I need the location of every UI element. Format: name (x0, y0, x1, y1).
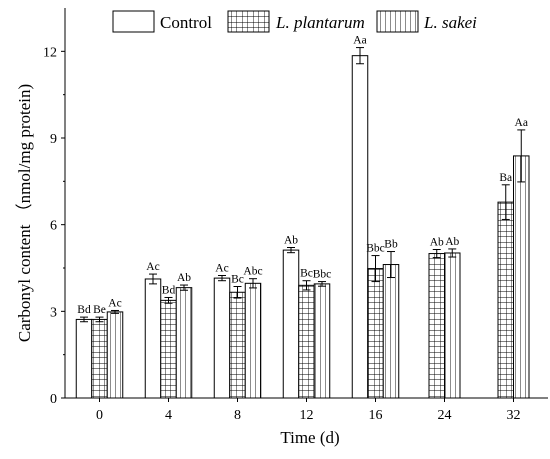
bar (428, 253, 445, 399)
data-label: Ab (177, 272, 191, 284)
data-label: Bc (300, 268, 313, 280)
bar (91, 318, 108, 399)
data-label: Bd (162, 284, 176, 296)
data-label: Ab (430, 237, 444, 249)
bar (513, 155, 530, 399)
legend-swatch (227, 10, 270, 33)
y-tick-label: 6 (50, 219, 57, 234)
bar (351, 55, 369, 399)
axes: 0 3 6 9 12 0 4 8 12 16 24 32 (43, 8, 548, 423)
x-tick-label: 12 (300, 408, 314, 423)
x-tick-label: 4 (165, 408, 172, 423)
data-label: Ab (284, 234, 298, 246)
y-tick-label: 0 (50, 392, 57, 407)
bar (75, 318, 93, 399)
legend-label: Control (160, 13, 212, 32)
legend-label: L. plantarum (275, 13, 365, 32)
data-label: Ac (146, 261, 159, 273)
legend-label: L. sakei (423, 13, 477, 32)
bar (244, 282, 262, 399)
y-tick-label: 3 (50, 305, 57, 320)
x-tick-label: 24 (438, 408, 452, 423)
bar (367, 268, 384, 399)
legend-swatch (112, 10, 155, 33)
data-label: Bb (384, 239, 398, 251)
bar (382, 264, 400, 399)
data-label: Ac (215, 263, 228, 275)
data-label: Abc (243, 266, 262, 278)
x-tick-label: 32 (507, 408, 521, 423)
y-axis-title: Carbonyl content （nmol/mg protein) (15, 84, 34, 342)
data-label: Bd (77, 304, 91, 316)
x-tick-label: 0 (96, 408, 103, 423)
y-tick-label: 9 (50, 132, 57, 147)
bar (444, 252, 461, 399)
bar (144, 278, 162, 399)
data-label: Bc (231, 273, 244, 285)
bar (298, 284, 315, 399)
bar (213, 277, 231, 399)
data-label: Ac (108, 297, 121, 309)
data-label: Be (93, 304, 106, 316)
legend: Control L. plantarum L. sakei (112, 10, 477, 33)
bar (229, 291, 246, 399)
data-label: Aa (353, 35, 366, 47)
data-label: Bbc (313, 269, 332, 281)
x-axis-title: Time (d) (280, 428, 339, 447)
legend-swatch (376, 10, 419, 33)
bar (106, 311, 124, 399)
bars (75, 47, 530, 399)
bar (160, 299, 177, 399)
data-label: Aa (515, 117, 528, 129)
y-tick-label: 12 (43, 45, 57, 60)
bar (282, 249, 300, 399)
x-tick-label: 8 (234, 408, 241, 423)
data-label: Ab (445, 236, 459, 248)
bar (497, 201, 514, 399)
bar (313, 283, 331, 399)
x-tick-label: 16 (369, 408, 383, 423)
data-label: Ba (499, 172, 512, 184)
bar (175, 287, 193, 399)
data-label: Bbc (366, 243, 385, 255)
